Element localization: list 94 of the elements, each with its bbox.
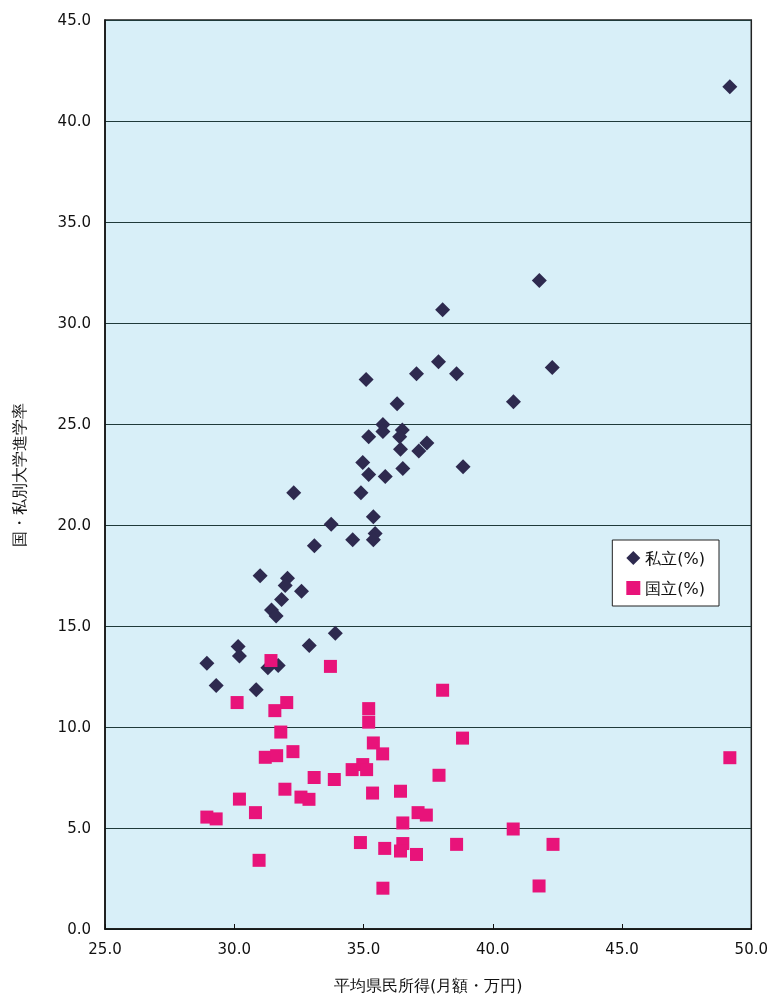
y-tick-label: 30.0: [57, 314, 91, 332]
y-tick-label: 0.0: [67, 920, 91, 938]
legend-label: 私立(%): [645, 548, 705, 568]
point: [723, 751, 737, 765]
point: [268, 704, 282, 718]
point: [361, 429, 377, 445]
point: [411, 443, 427, 459]
point: [506, 822, 520, 836]
point: [376, 747, 390, 761]
point: [264, 654, 278, 668]
point: [252, 568, 268, 584]
point: [396, 816, 410, 830]
point: [274, 592, 290, 608]
point: [301, 638, 317, 654]
point: [546, 837, 560, 851]
point: [209, 812, 223, 826]
point: [252, 853, 266, 867]
point: [722, 79, 738, 95]
x-tick-label: 30.0: [217, 939, 251, 958]
point: [456, 731, 470, 745]
y-tick-label: 20.0: [57, 516, 91, 534]
point: [307, 771, 321, 784]
point: [278, 782, 292, 796]
y-tick-label: 40.0: [57, 112, 91, 130]
point: [377, 469, 393, 485]
point: [378, 841, 392, 855]
point: [280, 696, 294, 710]
point: [302, 792, 316, 806]
point: [432, 768, 446, 782]
point: [366, 736, 380, 750]
point: [270, 749, 284, 763]
point: [345, 532, 361, 548]
point: [277, 578, 293, 594]
y-tick-label: 5.0: [67, 819, 91, 837]
point: [306, 538, 322, 554]
x-axis-title: 平均県民所得(月額・万円): [333, 975, 523, 995]
point: [419, 808, 433, 822]
point: [327, 773, 341, 787]
point: [436, 683, 450, 697]
point: [361, 467, 377, 482]
point: [362, 702, 376, 716]
point: [393, 784, 407, 798]
point: [419, 435, 435, 451]
y-tick-label: 25.0: [57, 415, 91, 433]
point: [274, 725, 288, 739]
point: [430, 354, 446, 370]
point: [286, 485, 302, 501]
point: [544, 359, 560, 375]
x-tick-label: 50.0: [734, 939, 768, 958]
point: [365, 509, 381, 525]
point: [293, 583, 309, 599]
x-tick-label: 25.0: [88, 939, 122, 958]
point: [389, 396, 405, 412]
point: [376, 881, 390, 895]
point: [450, 837, 464, 851]
point: [208, 677, 224, 693]
y-tick-label: 35.0: [57, 213, 91, 231]
x-tick-label: 40.0: [476, 939, 510, 958]
y-axis-title: 国・私別大学進学率: [9, 402, 29, 547]
point: [360, 763, 374, 777]
y-tick-label: 10.0: [57, 718, 91, 736]
point: [362, 715, 376, 729]
point: [353, 836, 367, 850]
x-tick-label: 45.0: [605, 939, 639, 958]
point: [532, 879, 546, 893]
point: [199, 655, 215, 671]
point: [531, 273, 547, 289]
point: [323, 659, 337, 673]
y-tick-label: 15.0: [57, 617, 91, 635]
legend-label: 国立(%): [645, 578, 705, 598]
point: [232, 792, 246, 806]
point: [248, 682, 264, 698]
point: [327, 625, 343, 641]
point: [358, 372, 374, 388]
point: [449, 366, 465, 382]
point: [231, 648, 247, 664]
point: [268, 608, 284, 624]
x-tick-label: 35.0: [346, 939, 381, 958]
point: [455, 459, 471, 475]
point: [395, 460, 411, 476]
point: [393, 844, 407, 858]
y-tick-label: 45.0: [57, 11, 91, 29]
point: [230, 696, 244, 710]
point: [409, 366, 425, 382]
point: [410, 847, 424, 861]
point: [392, 441, 408, 457]
point: [505, 394, 521, 410]
point: [286, 745, 300, 759]
point: [366, 786, 380, 800]
point: [248, 806, 262, 820]
point: [435, 302, 451, 318]
point: [323, 516, 339, 532]
point: [355, 455, 371, 471]
point: [353, 485, 369, 501]
